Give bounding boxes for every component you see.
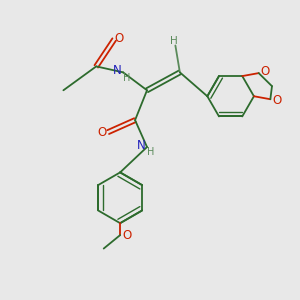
Text: H: H <box>147 147 154 158</box>
Text: O: O <box>97 126 106 139</box>
Text: H: H <box>170 36 178 46</box>
Text: O: O <box>114 32 123 44</box>
Text: O: O <box>261 65 270 78</box>
Text: O: O <box>272 94 281 107</box>
Text: O: O <box>122 229 131 242</box>
Text: H: H <box>123 73 130 83</box>
Text: N: N <box>137 139 146 152</box>
Text: N: N <box>113 64 122 77</box>
